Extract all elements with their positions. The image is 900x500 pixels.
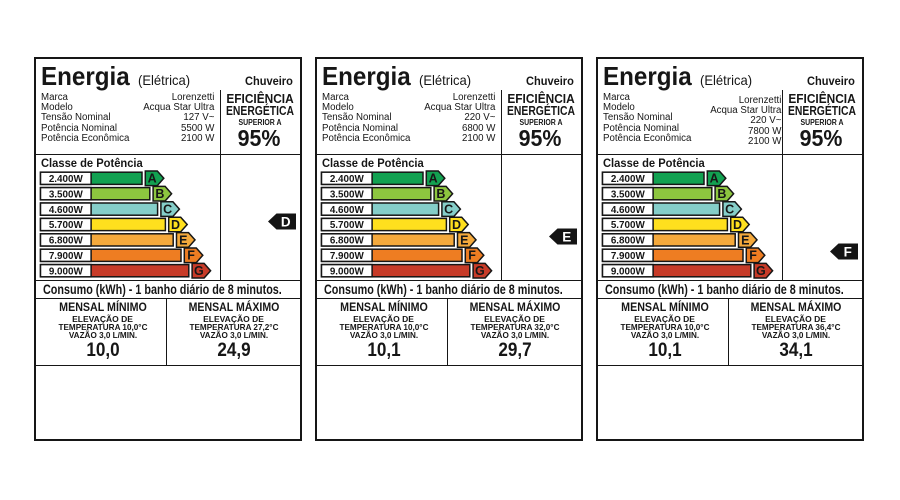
svg-text:2.400W: 2.400W bbox=[611, 174, 645, 185]
svg-text:B: B bbox=[155, 187, 164, 201]
svg-text:9.000W: 9.000W bbox=[49, 266, 83, 277]
svg-text:E: E bbox=[562, 229, 571, 244]
svg-text:5.700W: 5.700W bbox=[49, 220, 83, 231]
svg-text:E: E bbox=[741, 233, 749, 247]
svg-text:5.700W: 5.700W bbox=[330, 220, 364, 231]
svg-text:G: G bbox=[194, 264, 204, 278]
svg-text:3.500W: 3.500W bbox=[330, 189, 364, 200]
svg-text:3.500W: 3.500W bbox=[49, 189, 83, 200]
svg-text:D: D bbox=[733, 218, 742, 232]
svg-text:3.500W: 3.500W bbox=[611, 189, 645, 200]
svg-text:A: A bbox=[148, 172, 157, 186]
svg-text:D: D bbox=[171, 218, 180, 232]
svg-text:D: D bbox=[452, 218, 461, 232]
svg-text:E: E bbox=[179, 233, 187, 247]
svg-text:B: B bbox=[717, 187, 726, 201]
svg-text:G: G bbox=[756, 264, 766, 278]
svg-text:2.400W: 2.400W bbox=[49, 174, 83, 185]
svg-text:7.900W: 7.900W bbox=[330, 251, 364, 262]
svg-text:F: F bbox=[843, 245, 851, 260]
svg-text:4.600W: 4.600W bbox=[611, 205, 645, 216]
svg-text:E: E bbox=[460, 233, 468, 247]
svg-text:C: C bbox=[163, 203, 172, 217]
svg-text:5.700W: 5.700W bbox=[611, 220, 645, 231]
svg-text:6.800W: 6.800W bbox=[49, 235, 83, 246]
svg-text:C: C bbox=[725, 203, 734, 217]
svg-text:A: A bbox=[710, 172, 719, 186]
svg-text:G: G bbox=[475, 264, 485, 278]
svg-text:A: A bbox=[429, 172, 438, 186]
svg-text:9.000W: 9.000W bbox=[611, 266, 645, 277]
svg-text:6.800W: 6.800W bbox=[611, 235, 645, 246]
svg-text:B: B bbox=[436, 187, 445, 201]
svg-text:F: F bbox=[468, 249, 476, 263]
svg-text:F: F bbox=[187, 249, 195, 263]
svg-text:9.000W: 9.000W bbox=[330, 266, 364, 277]
svg-text:D: D bbox=[280, 214, 290, 229]
svg-text:F: F bbox=[749, 249, 757, 263]
svg-text:7.900W: 7.900W bbox=[49, 251, 83, 262]
svg-text:4.600W: 4.600W bbox=[49, 205, 83, 216]
svg-text:C: C bbox=[444, 203, 453, 217]
svg-text:7.900W: 7.900W bbox=[611, 251, 645, 262]
svg-text:2.400W: 2.400W bbox=[330, 174, 364, 185]
svg-text:4.600W: 4.600W bbox=[330, 205, 364, 216]
svg-text:6.800W: 6.800W bbox=[330, 235, 364, 246]
